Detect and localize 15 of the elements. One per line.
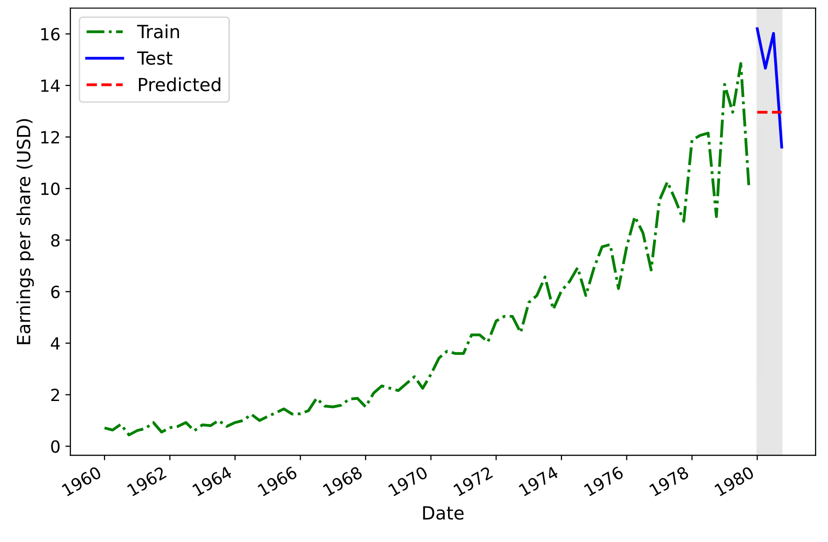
y-tick-label: 10 — [41, 182, 60, 196]
legend-label: Predicted — [138, 77, 220, 92]
x-axis-title: Date — [423, 506, 464, 520]
y-tick-label: 14 — [41, 80, 60, 92]
legend-label: Test — [137, 51, 172, 65]
y-tick-label: 2 — [51, 388, 59, 402]
y-tick-label: 12 — [41, 130, 59, 144]
y-axis-title: Earnings per share (USD) — [16, 119, 34, 344]
y-tick-label: 16 — [41, 28, 60, 40]
y-tick-label: 6 — [51, 286, 60, 298]
y-tick-label: 8 — [51, 234, 60, 247]
y-tick-label: 0 — [51, 440, 60, 453]
line-series — [756, 27, 784, 148]
legend-label: Train — [137, 24, 179, 38]
y-tick-label: 4 — [50, 337, 60, 350]
